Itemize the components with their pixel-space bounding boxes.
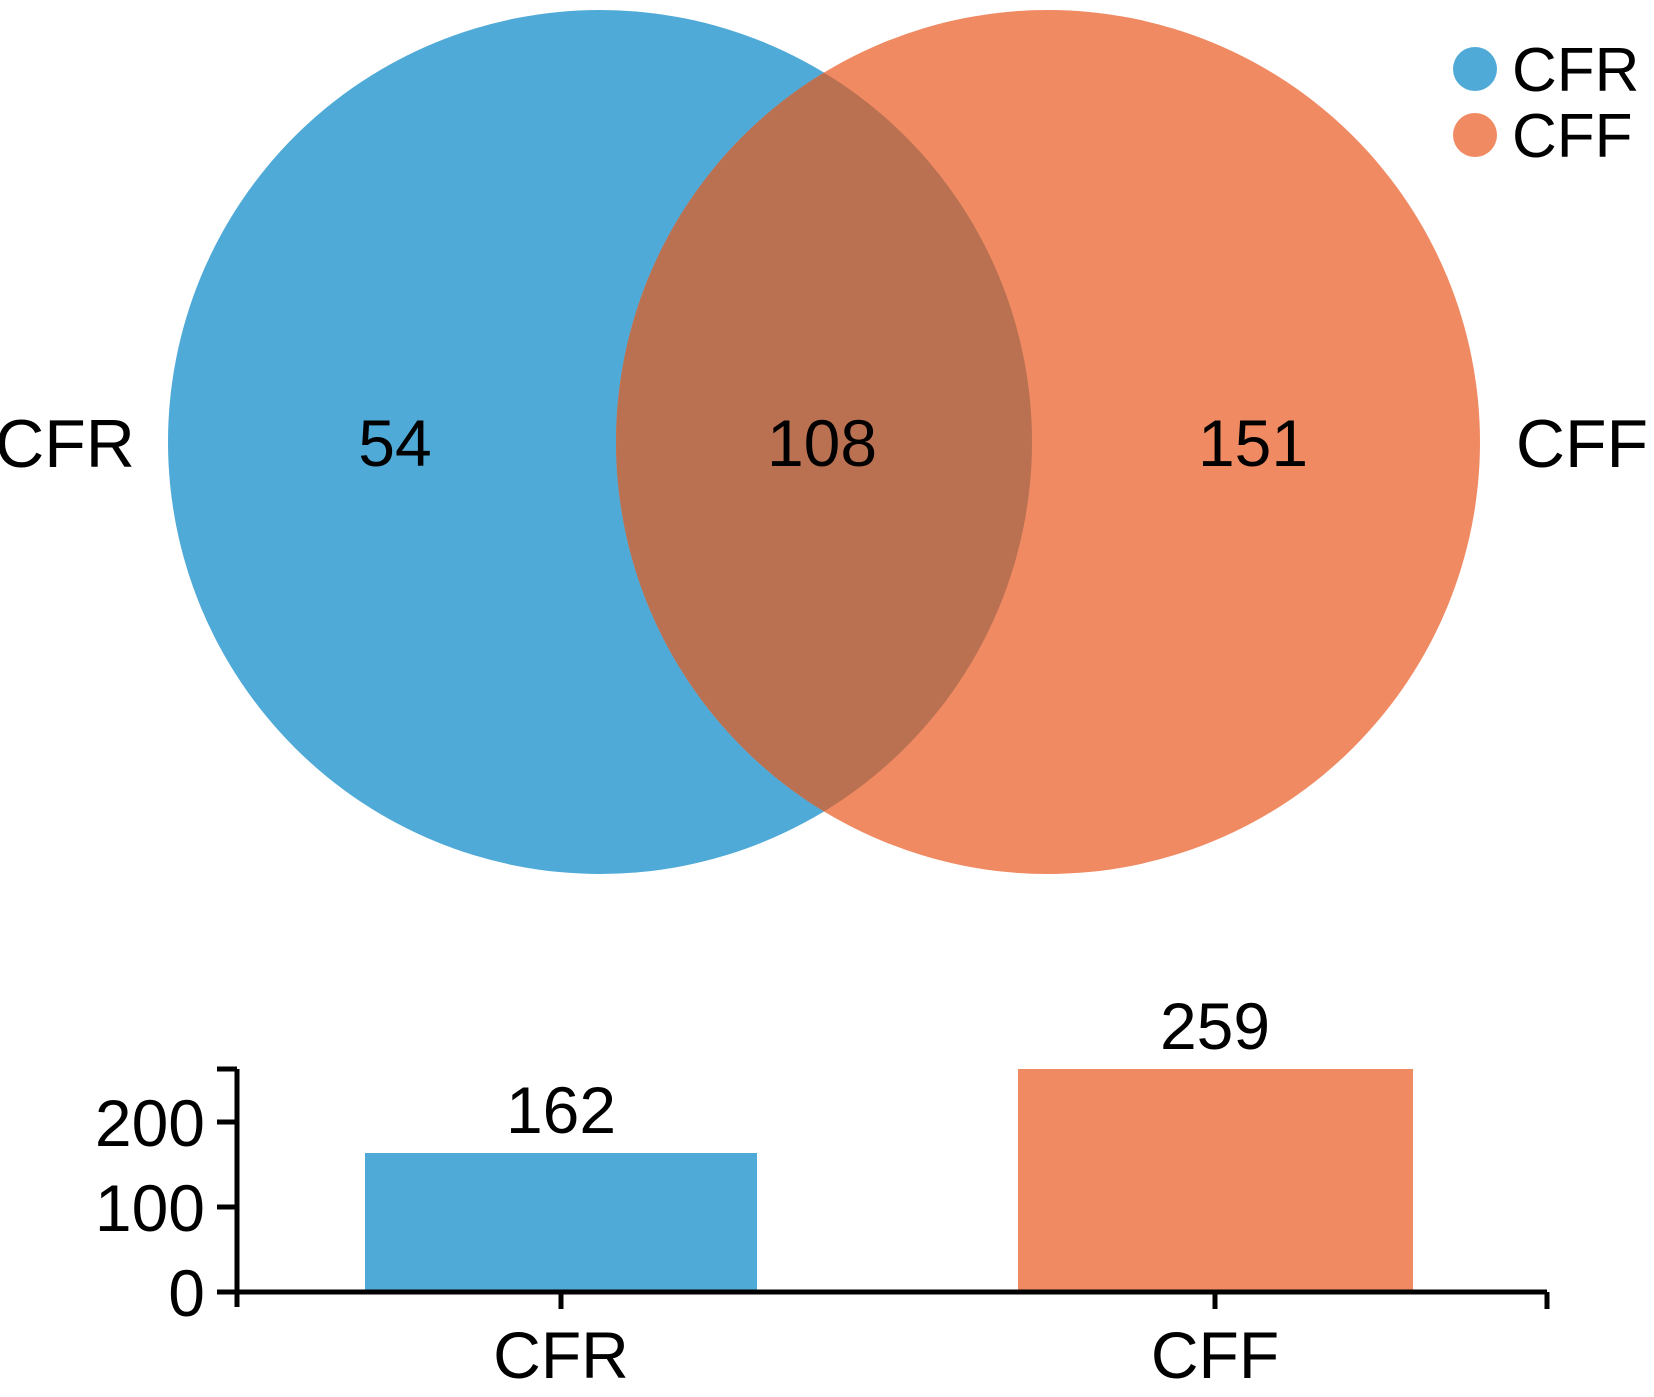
x-category-label-cfr: CFR (493, 1318, 629, 1392)
bar-chart: 200 100 0 162 259 CFR CFF (95, 989, 1550, 1392)
venn-diagram: CFR 54 108 151 CFF (0, 10, 1648, 874)
bar-cff (1018, 1069, 1413, 1292)
bar-value-cfr: 162 (506, 1073, 616, 1147)
legend-label-cff: CFF (1512, 102, 1633, 171)
venn-right-set-label: CFF (1516, 406, 1648, 482)
venn-right-only-count: 151 (1198, 406, 1308, 480)
y-tick-label-0: 0 (168, 1256, 205, 1330)
x-category-label-cff: CFF (1151, 1318, 1279, 1392)
legend-label-cfr: CFR (1512, 36, 1639, 105)
y-tick-label-200: 200 (95, 1086, 205, 1160)
bar-cfr (365, 1153, 757, 1292)
venn-left-set-label: CFR (0, 406, 135, 482)
legend-swatch-cfr-icon (1453, 47, 1497, 91)
legend: CFR CFF (1453, 36, 1639, 171)
y-tick-label-100: 100 (95, 1171, 205, 1245)
legend-swatch-cff-icon (1453, 113, 1497, 157)
venn-left-only-count: 54 (358, 406, 431, 480)
bar-value-cff: 259 (1160, 989, 1270, 1063)
x-axis (217, 1289, 1550, 1309)
y-axis (217, 1066, 240, 1307)
venn-intersection-count: 108 (767, 406, 877, 480)
venn-overlap-region (616, 10, 1032, 874)
